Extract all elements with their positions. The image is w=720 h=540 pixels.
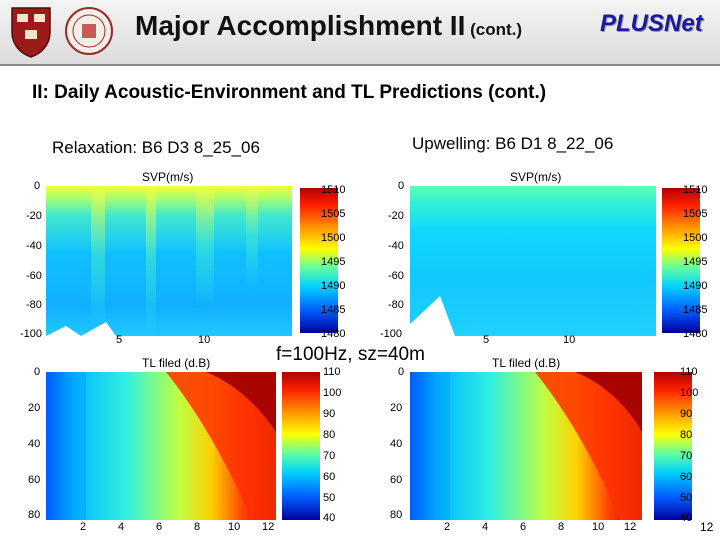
brand-logo: PLUSNet: [600, 10, 703, 37]
y-tick: -80: [388, 299, 404, 311]
svp-heatmap-left: [46, 186, 292, 336]
y-tick: 20: [390, 402, 403, 414]
cbar-tick: 60: [680, 471, 693, 483]
tl-colorbar-right: [654, 372, 692, 520]
cbar-tick: 90: [323, 408, 336, 420]
cbar-tick: 100: [680, 387, 699, 399]
right-panel-title: Upwelling: B6 D1 8_22_06: [412, 134, 614, 153]
cbar-tick: 80: [323, 429, 336, 441]
cbar-tick: 40: [323, 512, 336, 524]
x-tick: 5: [483, 334, 490, 346]
cbar-tick: 50: [323, 492, 336, 504]
cbar-tick: 1500: [321, 232, 346, 244]
cbar-tick: 110: [323, 366, 341, 378]
x-tick: 6: [520, 521, 527, 533]
cbar-tick: 110: [680, 366, 698, 378]
slide-header: Major Accomplishment II (cont.) PLUSNet: [0, 0, 720, 66]
harvard-shield-icon: [11, 7, 51, 58]
cbar-tick: 90: [680, 408, 693, 420]
x-tick: 10: [563, 334, 576, 346]
svp-heatmap-right: [410, 186, 656, 336]
y-tick: -40: [26, 240, 42, 252]
cbar-tick: 1505: [683, 208, 708, 220]
y-tick: -100: [380, 328, 403, 340]
university-seal-icon: [65, 7, 113, 55]
cbar-tick: 1480: [321, 328, 346, 340]
frequency-note: f=100Hz, sz=40m: [276, 344, 425, 365]
y-tick: 0: [34, 180, 41, 192]
x-tick: 10: [228, 521, 241, 533]
svp-colorbar-right: [662, 188, 700, 333]
x-tick: 2: [80, 521, 87, 533]
y-tick: 0: [34, 366, 41, 378]
svp-label-right: SVP(m/s): [510, 170, 562, 184]
cbar-tick: 70: [680, 450, 693, 462]
cbar-tick: 1510: [683, 184, 708, 196]
y-tick: 0: [398, 366, 405, 378]
cbar-tick: 1490: [683, 280, 708, 292]
x-tick: 8: [558, 521, 565, 533]
y-tick: 80: [28, 509, 41, 521]
x-tick: 8: [194, 521, 201, 533]
left-panel-title: Relaxation: B6 D3 8_25_06: [52, 138, 260, 157]
x-tick: 6: [156, 521, 163, 533]
y-tick: 40: [390, 438, 403, 450]
cbar-tick: 50: [680, 492, 693, 504]
cbar-tick: 1485: [683, 304, 708, 316]
cbar-tick: 70: [323, 450, 336, 462]
tl-colorbar-left: [282, 372, 320, 520]
y-tick: 0: [398, 180, 405, 192]
y-tick: 60: [390, 474, 403, 486]
cbar-tick: 1510: [321, 184, 346, 196]
cbar-tick: 1505: [321, 208, 346, 220]
x-tick: 4: [482, 521, 489, 533]
cbar-tick: 100: [323, 387, 342, 399]
cbar-tick: 1495: [683, 256, 708, 268]
tl-heatmap-left: [46, 372, 276, 520]
page-number: 12: [700, 520, 714, 534]
svp-colorbar-left: [300, 188, 338, 333]
cbar-tick: 1500: [683, 232, 708, 244]
cbar-tick: 1480: [683, 328, 708, 340]
y-tick: -20: [26, 210, 42, 222]
cbar-tick: 60: [323, 471, 336, 483]
x-tick: 12: [624, 521, 637, 533]
y-tick: 20: [28, 402, 41, 414]
cbar-tick: 1495: [321, 256, 346, 268]
y-tick: 80: [390, 509, 403, 521]
y-tick: -60: [388, 270, 404, 282]
y-tick: -40: [388, 240, 404, 252]
x-tick: 4: [118, 521, 125, 533]
y-tick: -80: [26, 299, 42, 311]
y-tick: 60: [28, 474, 41, 486]
slide-subtitle: II: Daily Acoustic-Environment and TL Pr…: [32, 82, 547, 103]
x-tick: 10: [198, 334, 211, 346]
cbar-tick: 40: [680, 512, 693, 524]
x-tick: 10: [592, 521, 605, 533]
y-tick: -100: [20, 328, 43, 340]
cbar-tick: 1490: [321, 280, 346, 292]
x-tick: 5: [116, 334, 123, 346]
svp-label-left: SVP(m/s): [142, 170, 194, 184]
tl-label-left: TL filed (d.B): [142, 356, 211, 370]
y-tick: 40: [28, 438, 41, 450]
x-tick: 12: [262, 521, 275, 533]
cbar-tick: 1485: [321, 304, 346, 316]
tl-heatmap-right: [410, 372, 642, 520]
y-tick: -20: [388, 210, 404, 222]
slide-title: Major Accomplishment II (cont.): [135, 10, 523, 41]
tl-label-right: TL filed (d.B): [492, 356, 561, 370]
cbar-tick: 80: [680, 429, 693, 441]
x-tick: 2: [444, 521, 451, 533]
y-tick: -60: [26, 270, 42, 282]
